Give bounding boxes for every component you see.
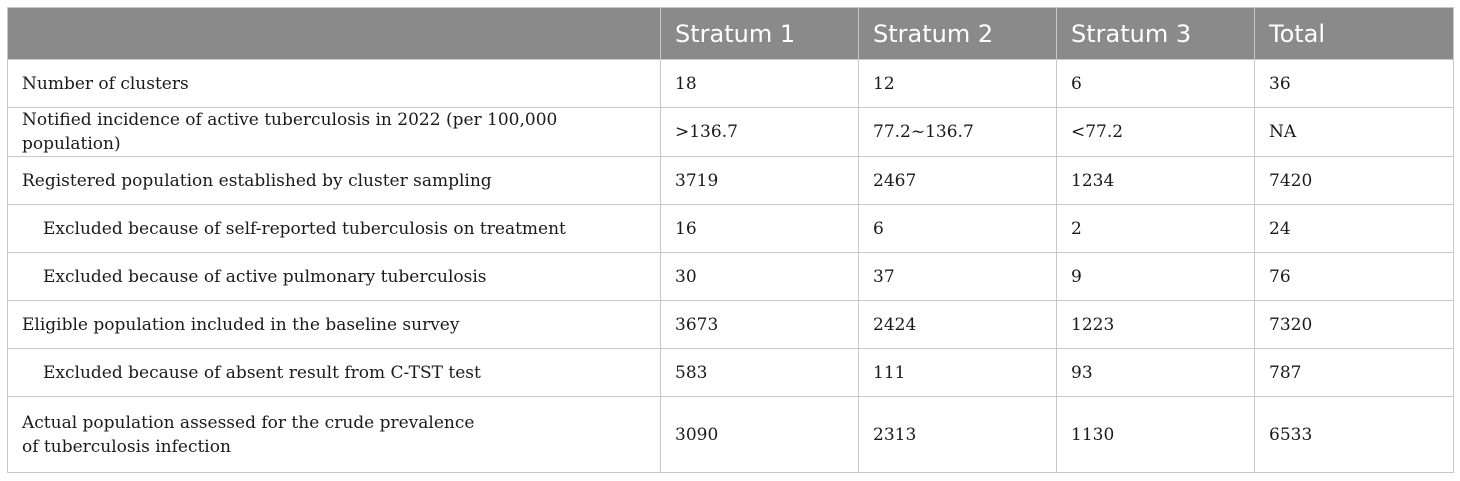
table-row: Registered population established by clu… [7,156,1454,205]
header-cell-label [7,7,661,60]
cell-stratum-3: 93 [1056,348,1255,397]
cell-total: 24 [1254,204,1454,253]
cell-stratum-1: 3719 [660,156,859,205]
row-label: Notified incidence of active tuberculosi… [7,107,661,157]
cell-stratum-3: 1130 [1056,396,1255,473]
table-row: Excluded because of self-reported tuberc… [7,204,1454,253]
cell-stratum-3: 1223 [1056,300,1255,349]
header-row: Stratum 1 Stratum 2 Stratum 3 Total [7,7,1454,60]
cell-stratum-2: 37 [858,252,1057,301]
data-table-container: Stratum 1 Stratum 2 Stratum 3 Total Numb… [7,7,1454,473]
cell-stratum-2: 2313 [858,396,1057,473]
cell-stratum-2: 111 [858,348,1057,397]
row-label: Excluded because of self-reported tuberc… [7,204,661,253]
row-label: Eligible population included in the base… [7,300,661,349]
cell-total: 76 [1254,252,1454,301]
cell-stratum-1: 3090 [660,396,859,473]
cell-stratum-1: 583 [660,348,859,397]
cell-stratum-2: 6 [858,204,1057,253]
row-label: Excluded because of absent result from C… [7,348,661,397]
table-row: Eligible population included in the base… [7,300,1454,349]
cell-stratum-2: 77.2~136.7 [858,107,1057,157]
row-label: Actual population assessed for the crude… [7,396,661,473]
table-row: Number of clusters 18 12 6 36 [7,59,1454,108]
table-row: Notified incidence of active tuberculosi… [7,107,1454,157]
cell-stratum-3: 1234 [1056,156,1255,205]
cell-stratum-1: 30 [660,252,859,301]
cell-total: 7420 [1254,156,1454,205]
cell-stratum-3: <77.2 [1056,107,1255,157]
cell-stratum-1: 18 [660,59,859,108]
cell-stratum-1: 16 [660,204,859,253]
row-label: Registered population established by clu… [7,156,661,205]
cell-total: 787 [1254,348,1454,397]
table-row: Actual population assessed for the crude… [7,396,1454,473]
header-cell-stratum-1: Stratum 1 [660,7,859,60]
cell-stratum-1: >136.7 [660,107,859,157]
table-row: Excluded because of active pulmonary tub… [7,252,1454,301]
cell-stratum-1: 3673 [660,300,859,349]
header-cell-total: Total [1254,7,1454,60]
cell-stratum-3: 6 [1056,59,1255,108]
row-label: Excluded because of active pulmonary tub… [7,252,661,301]
cell-stratum-2: 2424 [858,300,1057,349]
cell-stratum-2: 12 [858,59,1057,108]
row-label: Number of clusters [7,59,661,108]
table-row: Excluded because of absent result from C… [7,348,1454,397]
cell-total: NA [1254,107,1454,157]
cell-stratum-3: 9 [1056,252,1255,301]
header-cell-stratum-2: Stratum 2 [858,7,1057,60]
cell-stratum-2: 2467 [858,156,1057,205]
header-cell-stratum-3: Stratum 3 [1056,7,1255,60]
cell-total: 36 [1254,59,1454,108]
cell-stratum-3: 2 [1056,204,1255,253]
population-table: Stratum 1 Stratum 2 Stratum 3 Total Numb… [7,7,1454,473]
cell-total: 6533 [1254,396,1454,473]
cell-total: 7320 [1254,300,1454,349]
